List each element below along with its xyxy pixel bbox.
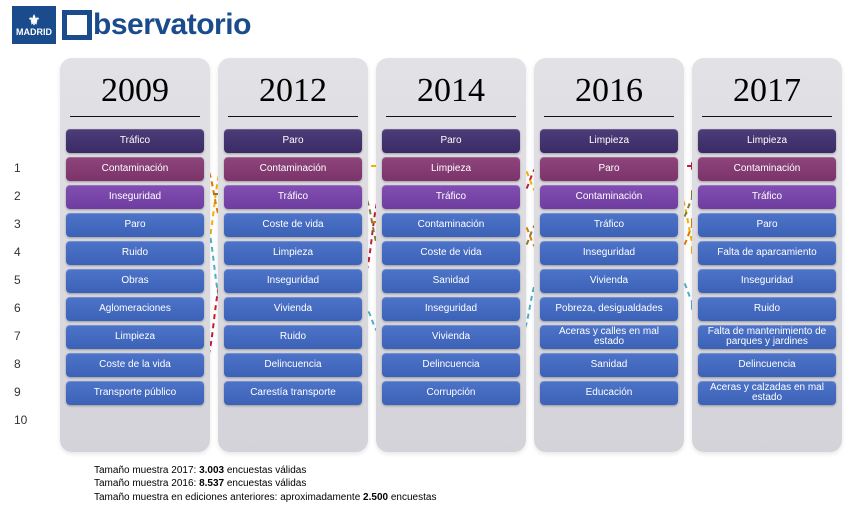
ranking-bar: Contaminación [66,157,204,181]
ranking-bar: Aceras y calzadas en mal estado [698,381,836,405]
year-column: 2009 Tráfico Contaminación Inseguridad Paro R… [60,58,210,452]
bar-stack: Limpieza Paro Contaminación Tráfico Inseguri… [534,129,684,405]
ranking-bar: Falta de mantenimiento de parques y jard… [698,325,836,349]
ranking-bar: Tráfico [698,185,836,209]
ranking-bar: Coste de la vida [66,353,204,377]
letter-o-icon [62,10,92,40]
ranking-bar: Limpieza [382,157,520,181]
ranking-bar: Transporte público [66,381,204,405]
year-heading: 2014 [386,58,516,117]
ranking-bar: Contaminación [382,213,520,237]
ranking-bar: Obras [66,269,204,293]
year-column: 2014 Paro Limpieza Tráfico Contaminación Cost… [376,58,526,452]
year-heading: 2017 [702,58,832,117]
ranking-bar: Ruido [224,325,362,349]
ranking-bar: Aceras y calles en mal estado [540,325,678,349]
observatorio-wordmark: bservatorio [62,8,251,42]
ranking-bar: Tráfico [66,129,204,153]
year-heading: 2009 [70,58,200,117]
ranking-bar: Limpieza [224,241,362,265]
ranking-bar: Tráfico [540,213,678,237]
bar-stack: Tráfico Contaminación Inseguridad Paro Ruido… [60,129,210,405]
ranking-bar: Inseguridad [698,269,836,293]
ranking-bar: Corrupción [382,381,520,405]
year-heading: 2012 [228,58,358,117]
ranking-bar: Paro [698,213,836,237]
year-column: 2017 Limpieza Contaminación Tráfico Paro Falt… [692,58,842,452]
ranking-bar: Sanidad [540,353,678,377]
rank-number: 9 [14,378,27,406]
ranking-bar: Delincuencia [698,353,836,377]
footnote-line: Tamaño muestra 2016: 8.537 encuestas vál… [94,477,436,491]
ranking-bar: Ruido [66,241,204,265]
rank-number: 3 [14,210,27,238]
ranking-bar: Pobreza, desigualdades [540,297,678,321]
ranking-bar: Vivienda [382,325,520,349]
rank-number: 2 [14,182,27,210]
ranking-bar: Limpieza [698,129,836,153]
rank-number: 8 [14,350,27,378]
rank-number: 10 [14,406,27,434]
ranking-bar: Aglomeraciones [66,297,204,321]
ranking-bar: Tráfico [224,185,362,209]
ranking-bar: Delincuencia [224,353,362,377]
footnote-line: Tamaño muestra 2017: 3.003 encuestas vál… [94,464,436,478]
ranking-bar: Contaminación [224,157,362,181]
ranking-bar: Sanidad [382,269,520,293]
year-column: 2016 Limpieza Paro Contaminación Tráfico Inse… [534,58,684,452]
madrid-text: MADRID [16,27,52,37]
ranking-bar: Inseguridad [382,297,520,321]
footnote-line: Tamaño muestra en ediciones anteriores: … [94,491,436,505]
year-heading: 2016 [544,58,674,117]
logo: ⚜ MADRID bservatorio [12,6,251,44]
ranking-bar: Coste de vida [224,213,362,237]
ranking-bar: Vivienda [224,297,362,321]
ranking-bar: Limpieza [66,325,204,349]
bar-stack: Paro Contaminación Tráfico Coste de vida Lim… [218,129,368,405]
ranking-bar: Contaminación [698,157,836,181]
ranking-chart: 12345678910 2009 Tráfico Contaminación Inse… [0,54,868,456]
rank-number: 1 [14,154,27,182]
ranking-bar: Limpieza [540,129,678,153]
rank-number: 6 [14,294,27,322]
ranking-bar: Paro [224,129,362,153]
crest-icon: ⚜ [28,13,41,27]
madrid-badge-icon: ⚜ MADRID [12,6,56,44]
rank-axis: 12345678910 [14,154,27,434]
ranking-bar: Inseguridad [224,269,362,293]
rank-number: 4 [14,238,27,266]
ranking-bar: Inseguridad [540,241,678,265]
bar-stack: Paro Limpieza Tráfico Contaminación Coste de… [376,129,526,405]
ranking-bar: Contaminación [540,185,678,209]
ranking-bar: Inseguridad [66,185,204,209]
ranking-bar: Vivienda [540,269,678,293]
ranking-bar: Delincuencia [382,353,520,377]
rank-number: 5 [14,266,27,294]
ranking-bar: Paro [540,157,678,181]
rank-number: 7 [14,322,27,350]
ranking-bar: Coste de vida [382,241,520,265]
ranking-bar: Tráfico [382,185,520,209]
ranking-bar: Educación [540,381,678,405]
ranking-bar: Ruido [698,297,836,321]
year-column: 2012 Paro Contaminación Tráfico Coste de vid… [218,58,368,452]
ranking-bar: Paro [382,129,520,153]
ranking-bar: Carestía transporte [224,381,362,405]
footnotes: Tamaño muestra 2017: 3.003 encuestas vál… [94,464,436,505]
ranking-bar: Paro [66,213,204,237]
wordmark-rest: bservatorio [93,8,251,42]
bar-stack: Limpieza Contaminación Tráfico Paro Falta de… [692,129,842,405]
ranking-bar: Falta de aparcamiento [698,241,836,265]
